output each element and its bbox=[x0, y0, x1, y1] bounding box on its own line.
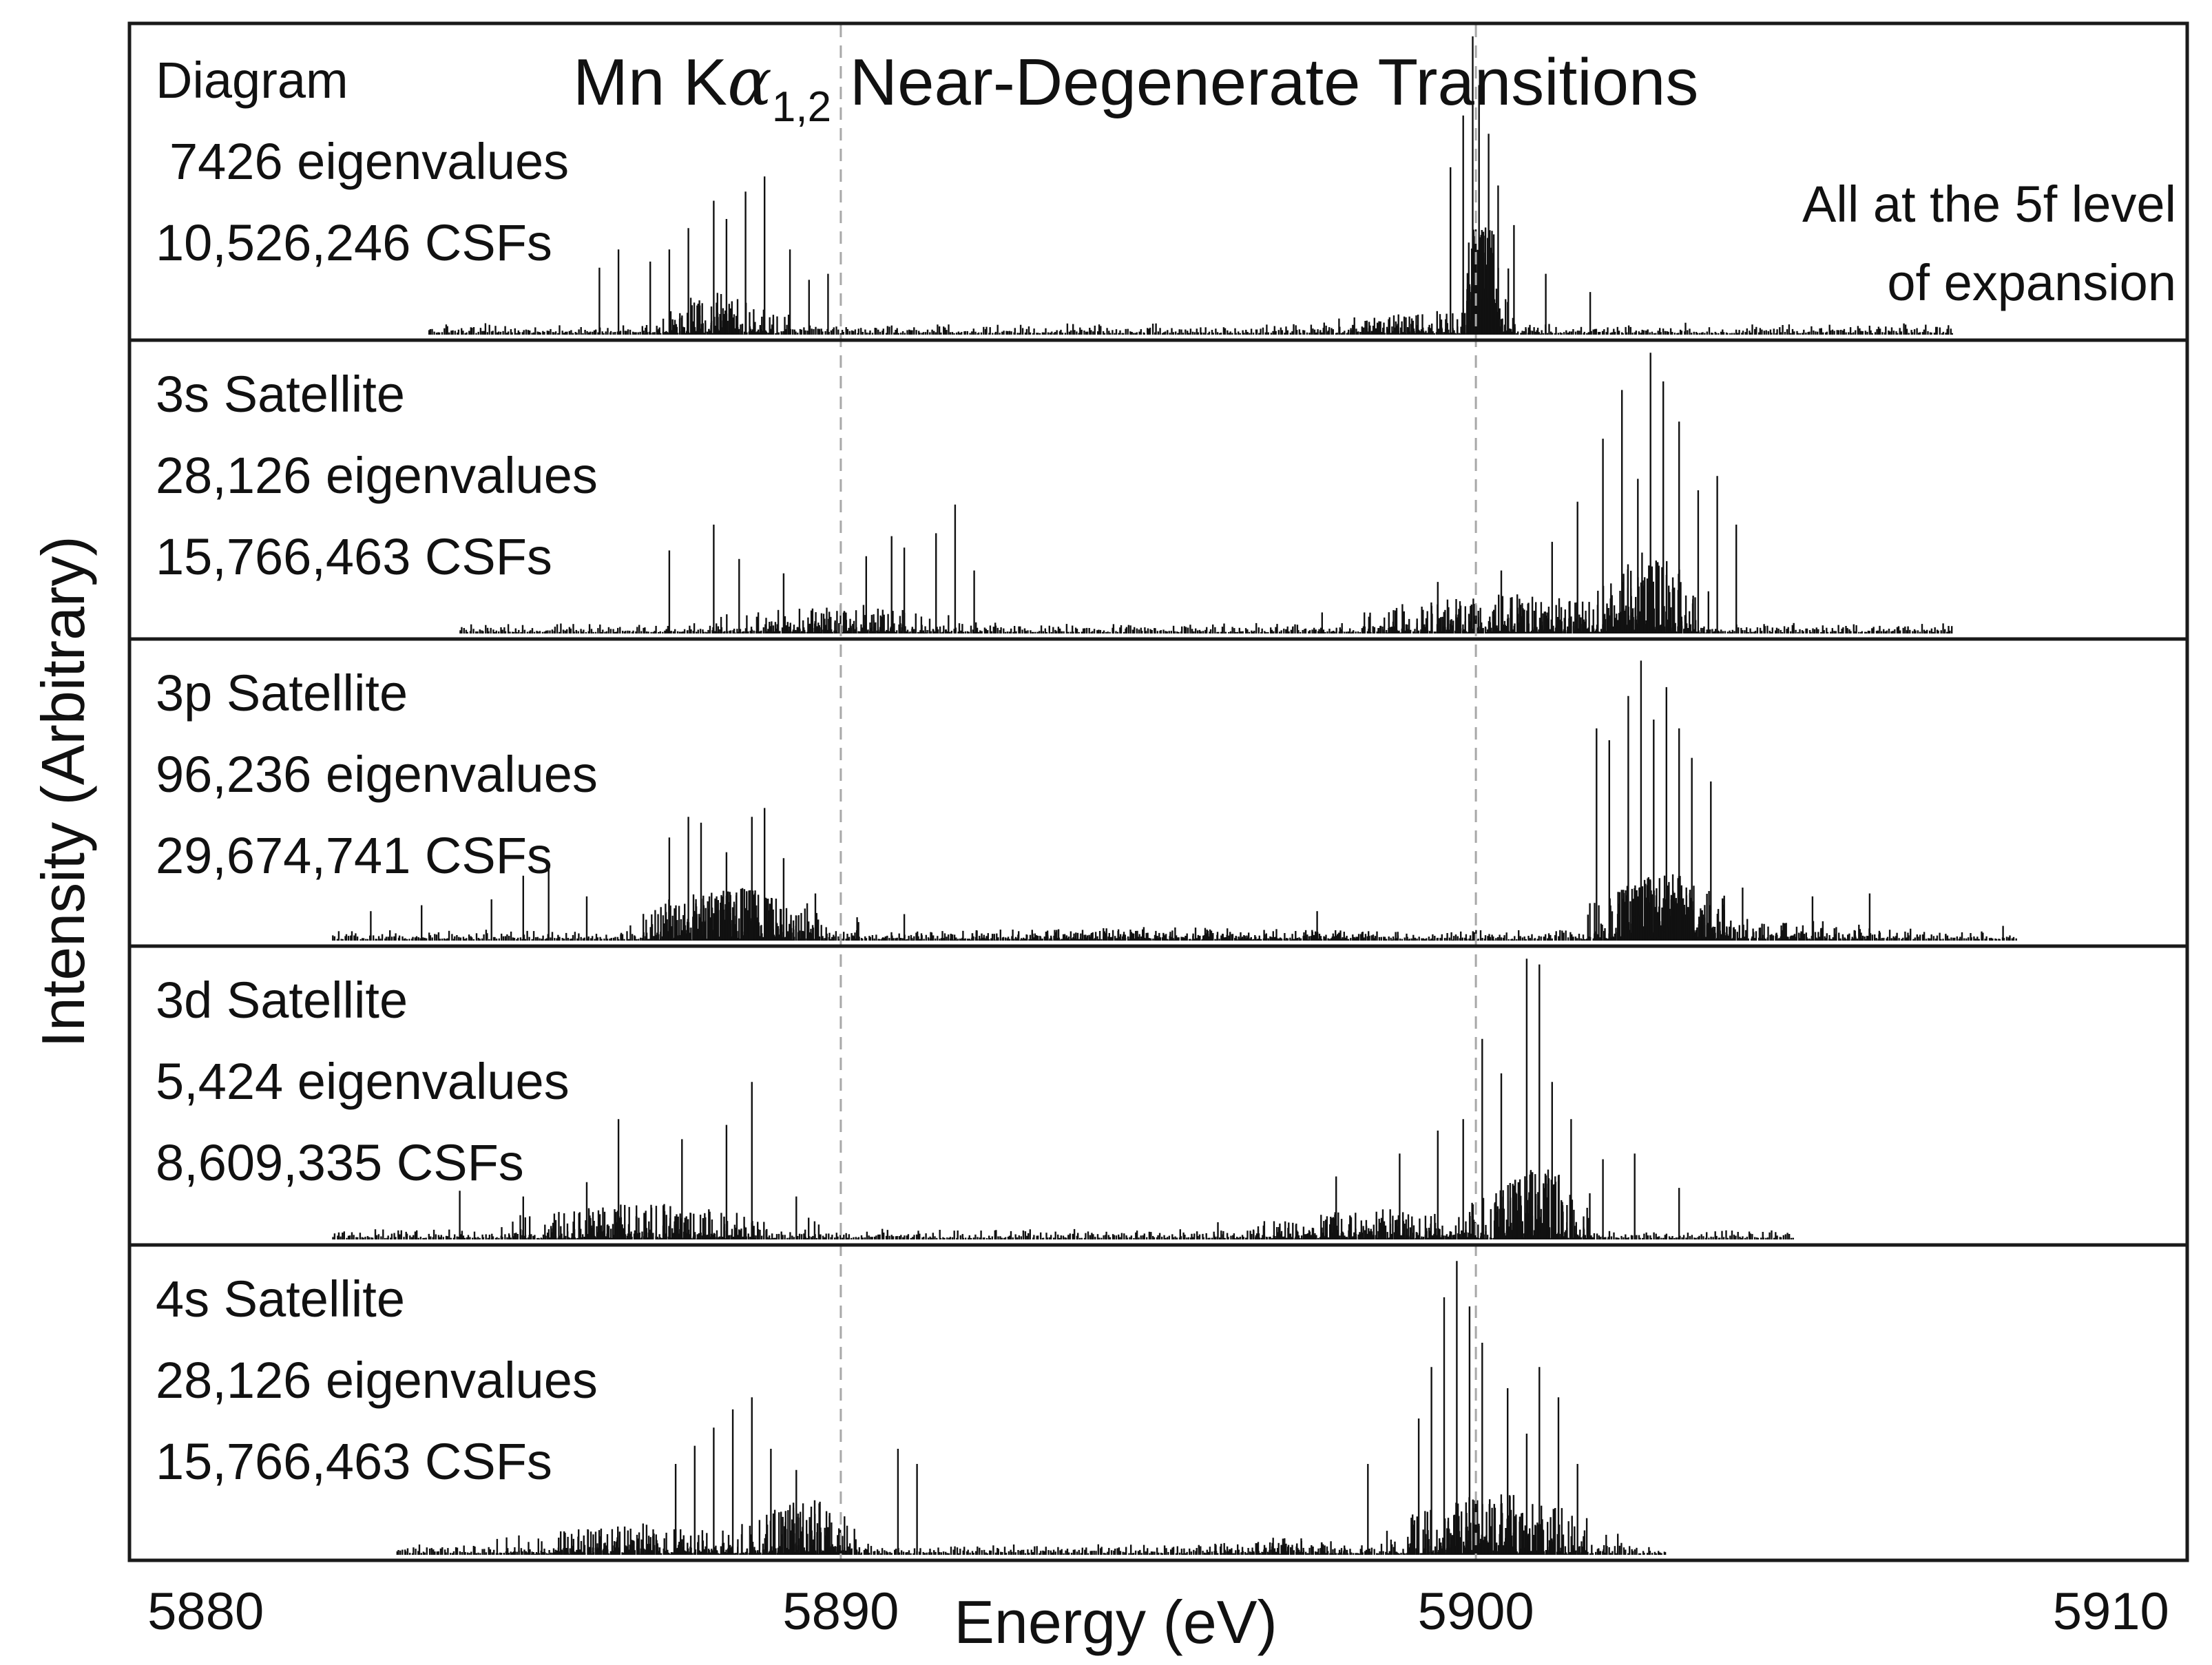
spectrum-sticks bbox=[332, 36, 2017, 1555]
